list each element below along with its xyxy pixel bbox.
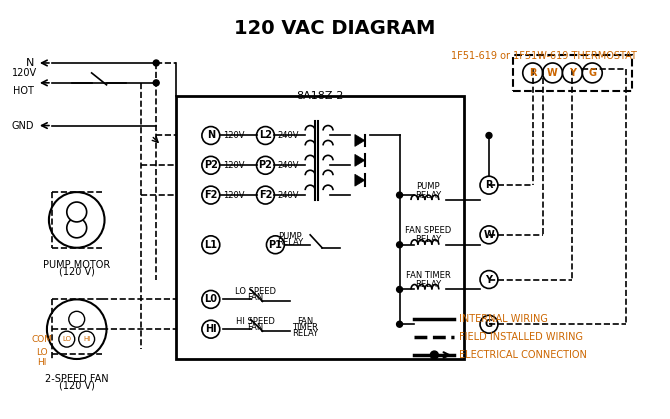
Text: 240V: 240V [277,131,299,140]
Text: N: N [25,58,34,68]
Text: RELAY: RELAY [415,235,442,244]
Circle shape [69,311,84,327]
Circle shape [257,127,275,145]
Text: PUMP: PUMP [279,232,302,241]
Circle shape [543,63,563,83]
Circle shape [47,300,107,359]
Text: HOT: HOT [13,86,34,96]
Polygon shape [355,154,364,166]
Text: P1: P1 [269,240,282,250]
Circle shape [397,242,403,248]
Circle shape [202,320,220,338]
Text: 120V: 120V [222,161,245,170]
Text: N: N [207,130,215,140]
Circle shape [202,127,220,145]
Circle shape [202,186,220,204]
Text: (120 V): (120 V) [59,381,94,391]
Text: (120 V): (120 V) [59,266,94,277]
Text: PUMP: PUMP [417,182,440,191]
Text: 120 VAC DIAGRAM: 120 VAC DIAGRAM [234,19,436,38]
Text: HI: HI [205,324,216,334]
Text: LO: LO [36,347,48,357]
Text: 1F51-619 or 1F51W-619 THERMOSTAT: 1F51-619 or 1F51W-619 THERMOSTAT [451,51,636,61]
Circle shape [267,236,284,254]
Text: Y: Y [569,68,576,78]
Circle shape [523,63,543,83]
Polygon shape [355,174,364,186]
Circle shape [397,192,403,198]
Text: RELAY: RELAY [415,280,442,289]
Circle shape [49,192,105,248]
Text: RELAY: RELAY [292,329,318,338]
Circle shape [480,226,498,244]
Text: FAN TIMER: FAN TIMER [406,271,451,280]
Text: FIELD INSTALLED WIRING: FIELD INSTALLED WIRING [459,332,583,342]
Text: LO SPEED: LO SPEED [235,287,276,297]
Text: GND: GND [11,121,34,131]
Circle shape [397,287,403,292]
Text: F2: F2 [259,190,272,200]
Circle shape [78,331,94,347]
Text: R: R [529,68,537,78]
Text: PUMP MOTOR: PUMP MOTOR [43,260,111,270]
Text: RELAY: RELAY [277,238,304,247]
Text: Y: Y [486,274,492,285]
Text: 8A18Z-2: 8A18Z-2 [296,91,344,101]
Circle shape [480,271,498,288]
Text: P2: P2 [259,160,273,170]
Circle shape [59,331,75,347]
Text: FAN SPEED: FAN SPEED [405,226,452,235]
Text: L2: L2 [259,130,272,140]
Polygon shape [355,134,364,146]
Circle shape [153,80,159,86]
Text: INTERNAL WIRING: INTERNAL WIRING [459,314,548,324]
Text: G: G [485,319,493,329]
Text: COM: COM [31,335,52,344]
Text: 120V: 120V [222,131,245,140]
Circle shape [257,156,275,174]
Text: LO: LO [62,336,71,342]
Text: L1: L1 [204,240,217,250]
Text: 2-SPEED FAN: 2-SPEED FAN [45,374,109,384]
Text: L0: L0 [204,295,217,304]
Circle shape [67,218,86,238]
Circle shape [202,236,220,254]
Text: W: W [484,230,494,240]
Text: RELAY: RELAY [415,191,442,199]
Text: G: G [588,68,596,78]
Circle shape [430,351,438,359]
Circle shape [582,63,602,83]
Text: FAN: FAN [247,293,264,303]
Text: F2: F2 [204,190,218,200]
Circle shape [257,186,275,204]
Text: R: R [485,180,492,190]
Circle shape [486,132,492,138]
Circle shape [202,290,220,308]
Circle shape [202,156,220,174]
Circle shape [563,63,582,83]
Text: 120V: 120V [222,191,245,199]
Text: W: W [547,68,558,78]
Text: FAN: FAN [247,323,264,332]
Text: TIMER: TIMER [292,323,318,332]
Text: FAN: FAN [297,317,314,326]
Text: 240V: 240V [277,191,299,199]
Text: HI: HI [38,359,47,367]
Circle shape [153,60,159,66]
Bar [176,96,464,359]
Circle shape [480,315,498,333]
Text: HI SPEED: HI SPEED [236,317,275,326]
Circle shape [397,321,403,327]
Text: 120V: 120V [12,68,38,78]
Circle shape [480,176,498,194]
Text: HI: HI [83,336,90,342]
Circle shape [67,202,86,222]
Text: P2: P2 [204,160,218,170]
Bar [513,55,632,91]
Text: ELECTRICAL CONNECTION: ELECTRICAL CONNECTION [459,350,587,360]
Text: 240V: 240V [277,161,299,170]
